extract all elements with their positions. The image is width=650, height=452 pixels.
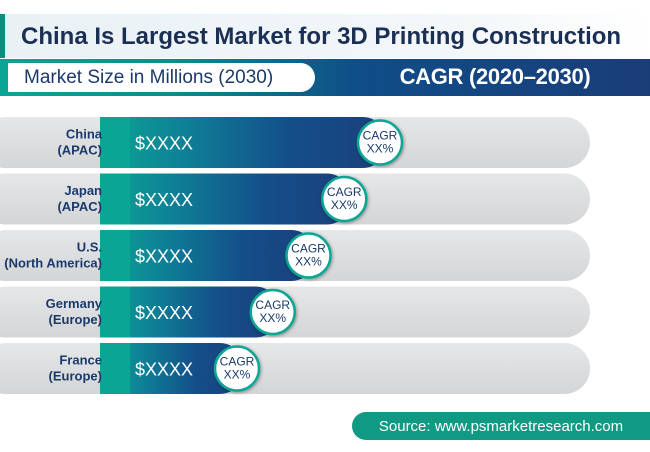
bar <box>100 286 281 338</box>
category-label-line: (Europe) <box>49 312 102 327</box>
cagr-circle <box>356 119 404 166</box>
title-bar: China Is Largest Market for 3D Printing … <box>0 14 650 58</box>
cagr-label-line: XX% <box>367 142 394 156</box>
cagr-label-line: XX% <box>259 311 286 325</box>
bar-left-cap <box>100 286 130 338</box>
cagr-label-line: CAGR <box>363 129 398 143</box>
value-label: $XXXX <box>135 360 193 380</box>
bar <box>100 343 245 394</box>
category-label-line: U.S. <box>77 240 102 255</box>
market-size-header: Market Size in Millions (2030) <box>8 63 315 92</box>
value-label: $XXXX <box>135 303 193 323</box>
category-label: China (APAC) <box>57 127 102 158</box>
cagr-label-line: XX% <box>331 198 358 212</box>
value-label: $XXXX <box>135 190 193 210</box>
bar-row: China (APAC) $XXXX CAGR XX% <box>0 117 590 168</box>
cagr-label: CAGR XX% <box>291 242 326 269</box>
bar <box>100 230 317 281</box>
category-label: Germany (Europe) <box>46 296 103 327</box>
chart-title: China Is Largest Market for 3D Printing … <box>21 23 622 50</box>
bar-row: U.S. (North America) $XXXX CAGR XX% <box>0 230 590 281</box>
header-bar: Market Size in Millions (2030) CAGR (202… <box>0 59 650 96</box>
bar-left-cap <box>100 117 130 168</box>
category-label-line: (APAC) <box>57 143 102 158</box>
category-label: Japan (APAC) <box>57 183 102 214</box>
category-label-line: Japan <box>64 183 102 198</box>
bar-row: Germany (Europe) $XXXX CAGR XX% <box>0 286 590 338</box>
category-label-line: (North America) <box>4 256 102 271</box>
category-label: U.S. (North America) <box>4 240 102 271</box>
cagr-label-line: CAGR <box>255 298 290 312</box>
source-badge: Source: www.psmarketresearch.com <box>352 412 650 440</box>
bar <box>100 173 353 225</box>
bar-left-cap <box>100 230 130 281</box>
category-label-line: France <box>59 353 102 368</box>
cagr-label-line: XX% <box>224 368 251 382</box>
cagr-header: CAGR (2020–2030) <box>399 64 591 89</box>
category-label-line: China <box>66 127 103 142</box>
cagr-label-line: CAGR <box>291 242 326 256</box>
cagr-circle <box>285 232 332 279</box>
category-label-line: Germany <box>46 296 103 311</box>
cagr-label-line: CAGR <box>220 355 255 369</box>
bar-row: France (Europe) $XXXX CAGR XX% <box>0 343 590 394</box>
cagr-label-line: CAGR <box>327 185 362 199</box>
source-text: Source: www.psmarketresearch.com <box>378 417 624 435</box>
cagr-label: CAGR XX% <box>363 129 398 156</box>
cagr-circle <box>321 175 368 223</box>
cagr-label: CAGR XX% <box>255 298 290 325</box>
bar-left-cap <box>100 343 130 394</box>
cagr-circle <box>213 345 261 392</box>
bar <box>100 117 388 168</box>
market-size-label: Market Size in Millions (2030) <box>24 66 274 88</box>
value-label: $XXXX <box>135 247 193 267</box>
cagr-label: CAGR XX% <box>327 185 362 212</box>
bar-row: Japan (APAC) $XXXX CAGR XX% <box>0 173 590 225</box>
bar-left-cap <box>100 173 130 225</box>
cagr-label-line: XX% <box>295 255 322 269</box>
cagr-circle <box>249 288 296 336</box>
category-label: France (Europe) <box>49 353 102 384</box>
category-label-line: (APAC) <box>57 199 102 214</box>
value-label: $XXXX <box>135 134 193 154</box>
cagr-label: CAGR XX% <box>220 355 255 382</box>
category-label-line: (Europe) <box>49 369 102 384</box>
